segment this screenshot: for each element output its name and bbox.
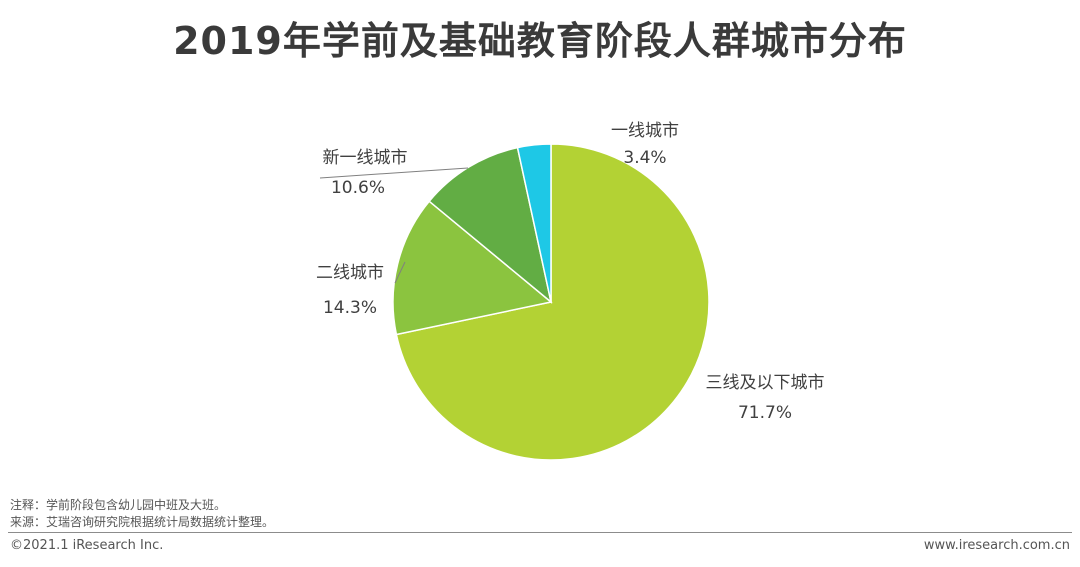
slice-value-2: 14.3% [323, 298, 377, 318]
footer-website: www.iresearch.com.cn [923, 538, 1070, 553]
slice-label-2: 二线城市 [316, 263, 384, 283]
slice-label-4: 一线城市 [611, 121, 679, 141]
pie-slice-3 [428, 146, 553, 304]
pie-slice-2 [392, 200, 553, 336]
footer-divider [8, 532, 1072, 533]
slice-value-3: 10.6% [331, 178, 385, 198]
slice-label-1: 三线及以下城市 [706, 373, 825, 393]
footer-copyright: ©2021.1 iResearch Inc. [10, 538, 164, 553]
chart-title: 2019年学前及基础教育阶段人群城市分布 [173, 19, 907, 63]
chart-note: 注释：学前阶段包含幼儿园中班及大班。 [10, 498, 227, 512]
slice-value-4: 3.4% [623, 148, 666, 168]
pie-slice-1 [395, 143, 710, 461]
slice-value-1: 71.7% [738, 403, 792, 423]
leader-line-3 [319, 167, 469, 179]
chart-source: 来源：艾瑞咨询研究院根据统计局数据统计整理。 [10, 515, 275, 529]
leader-line-2 [394, 261, 406, 284]
pie-slice-4 [516, 143, 552, 303]
slice-label-3: 新一线城市 [323, 148, 408, 168]
